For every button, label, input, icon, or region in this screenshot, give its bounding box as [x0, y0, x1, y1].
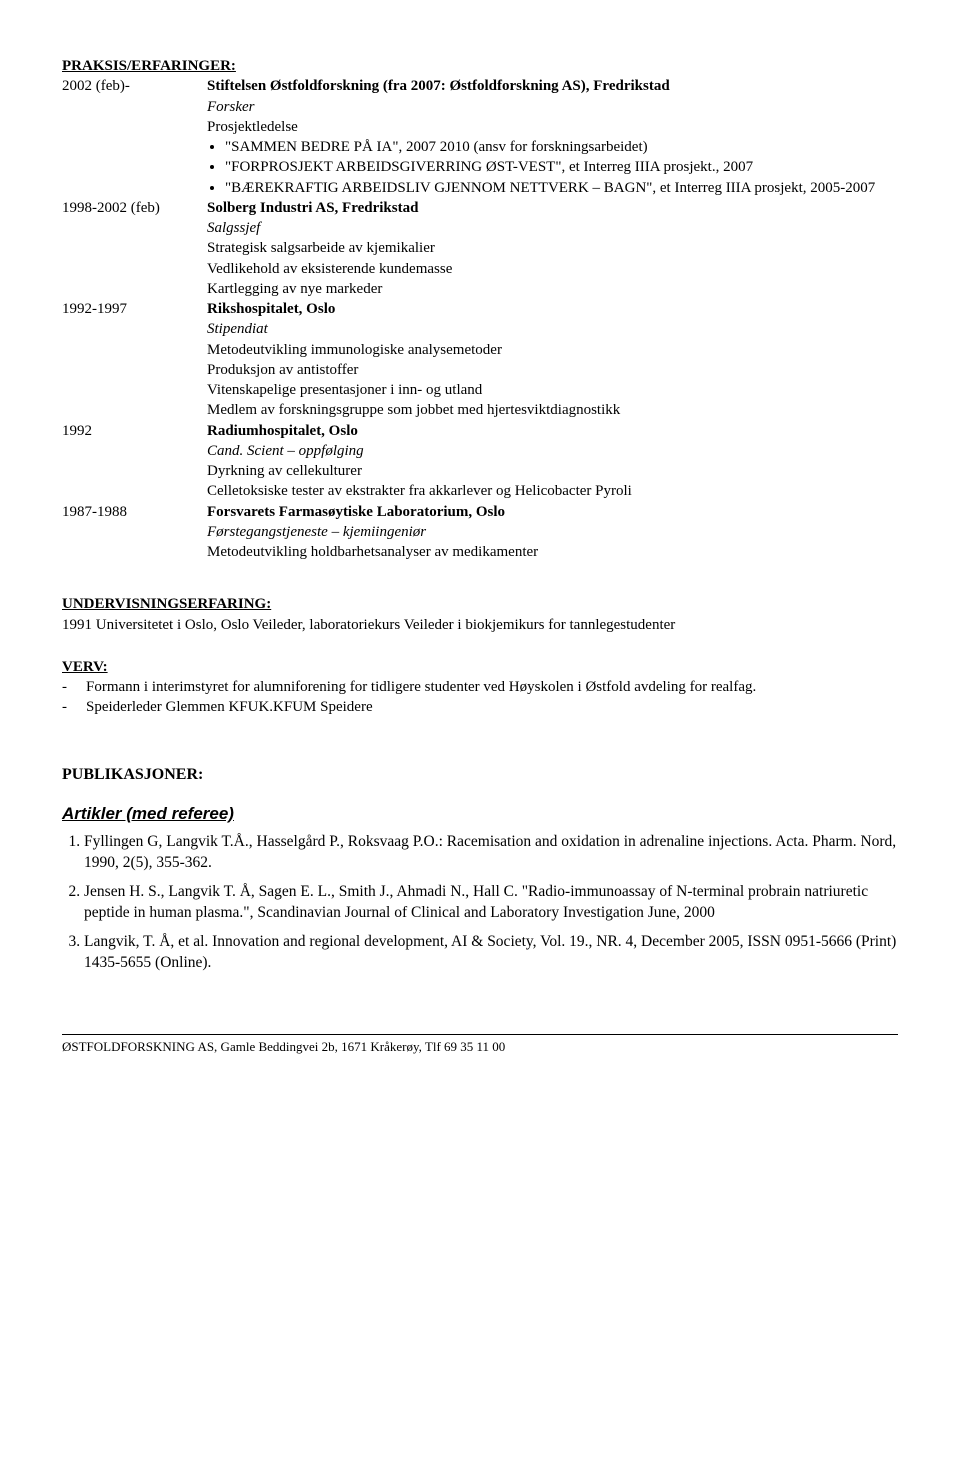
- organization: Radiumhospitalet, Oslo: [207, 421, 898, 441]
- footer-divider: [62, 1034, 898, 1035]
- role-secondary: Prosjektledelse: [207, 117, 898, 137]
- publication-list: Fyllingen G, Langvik T.Å., Hasselgård P.…: [62, 832, 898, 974]
- project-text: "FORPROSJEKT ARBEIDSGIVERRING ØST-VEST",…: [225, 159, 753, 175]
- verv-text: Speiderleder Glemmen KFUK.KFUM Speidere: [86, 697, 898, 717]
- experience-entry: 1992-1997 Rikshospitalet, Oslo Stipendia…: [62, 299, 898, 421]
- project-list: "SAMMEN BEDRE PÅ IA", 2007 2010 (ansv fo…: [207, 137, 898, 198]
- organization: Stiftelsen Østfoldforskning (fra 2007: Ø…: [207, 76, 898, 96]
- section-heading-undervisning: UNDERVISNINGSERFARING:: [62, 594, 898, 614]
- verv-item: -Formann i interimstyret for alumniforen…: [62, 677, 898, 697]
- year-range: 2002 (feb)-: [62, 76, 207, 198]
- organization: Solberg Industri AS, Fredrikstad: [207, 198, 898, 218]
- experience-entry: 1987-1988 Forsvarets Farmasøytiske Labor…: [62, 502, 898, 563]
- section-heading-verv: VERV:: [62, 657, 898, 677]
- organization: Forsvarets Farmasøytiske Laboratorium, O…: [207, 502, 898, 522]
- detail-line: Medlem av forskningsgruppe som jobbet me…: [207, 400, 898, 420]
- role: Salgssjef: [207, 218, 898, 238]
- project-text: "SAMMEN BEDRE PÅ IA", 2007 2010 (ansv fo…: [225, 139, 648, 155]
- year-range: 1987-1988: [62, 502, 207, 563]
- role: Cand. Scient – oppfølging: [207, 441, 898, 461]
- publication-text: Jensen H. S., Langvik T. Å, Sagen E. L.,…: [84, 883, 868, 921]
- verv-list: -Formann i interimstyret for alumniforen…: [62, 677, 898, 718]
- experience-entry: 1992 Radiumhospitalet, Oslo Cand. Scient…: [62, 421, 898, 502]
- publication-text: Fyllingen G, Langvik T.Å., Hasselgård P.…: [84, 833, 896, 871]
- publication-item: Fyllingen G, Langvik T.Å., Hasselgård P.…: [84, 832, 898, 874]
- footer-text: ØSTFOLDFORSKNING AS, Gamle Beddingvei 2b…: [62, 1038, 898, 1056]
- detail-line: Dyrkning av cellekulturer: [207, 461, 898, 481]
- publication-item: Jensen H. S., Langvik T. Å, Sagen E. L.,…: [84, 882, 898, 924]
- verv-text: Formann i interimstyret for alumniforeni…: [86, 677, 898, 697]
- verv-item: -Speiderleder Glemmen KFUK.KFUM Speidere: [62, 697, 898, 717]
- role: Forsker: [207, 97, 898, 117]
- detail-line: Celletoksiske tester av ekstrakter fra a…: [207, 481, 898, 501]
- project-item: "SAMMEN BEDRE PÅ IA", 2007 2010 (ansv fo…: [225, 137, 898, 157]
- detail-line: Metodeutvikling holdbarhetsanalyser av m…: [207, 542, 898, 562]
- section-heading-publikasjoner: PUBLIKASJONER:: [62, 764, 898, 786]
- organization: Rikshospitalet, Oslo: [207, 299, 898, 319]
- detail-line: Vedlikehold av eksisterende kundemasse: [207, 259, 898, 279]
- project-item: "FORPROSJEKT ARBEIDSGIVERRING ØST-VEST",…: [225, 157, 898, 177]
- role: Førstegangstjeneste – kjemiingeniør: [207, 522, 898, 542]
- detail-line: Strategisk salgsarbeide av kjemikalier: [207, 238, 898, 258]
- publication-text: Langvik, T. Å, et al. Innovation and reg…: [84, 933, 896, 971]
- publication-item: Langvik, T. Å, et al. Innovation and reg…: [84, 932, 898, 974]
- role: Stipendiat: [207, 319, 898, 339]
- detail-line: Kartlegging av nye markeder: [207, 279, 898, 299]
- undervisning-line: 1991 Universitetet i Oslo, Oslo Veileder…: [62, 615, 898, 635]
- dash-icon: -: [62, 697, 86, 717]
- detail-line: Metodeutvikling immunologiske analysemet…: [207, 340, 898, 360]
- year-range: 1992: [62, 421, 207, 502]
- experience-entry: 1998-2002 (feb) Solberg Industri AS, Fre…: [62, 198, 898, 299]
- dash-icon: -: [62, 677, 86, 697]
- project-item: "BÆREKRAFTIG ARBEIDSLIV GJENNOM NETTVERK…: [225, 178, 898, 198]
- detail-line: Produksjon av antistoffer: [207, 360, 898, 380]
- subheading-artikler: Artikler (med referee): [62, 803, 898, 826]
- experience-entry: 2002 (feb)- Stiftelsen Østfoldforskning …: [62, 76, 898, 198]
- year-range: 1992-1997: [62, 299, 207, 421]
- project-text: "BÆREKRAFTIG ARBEIDSLIV GJENNOM NETTVERK…: [225, 180, 875, 196]
- section-heading-praksis: PRAKSIS/ERFARINGER:: [62, 56, 898, 76]
- year-range: 1998-2002 (feb): [62, 198, 207, 299]
- detail-line: Vitenskapelige presentasjoner i inn- og …: [207, 380, 898, 400]
